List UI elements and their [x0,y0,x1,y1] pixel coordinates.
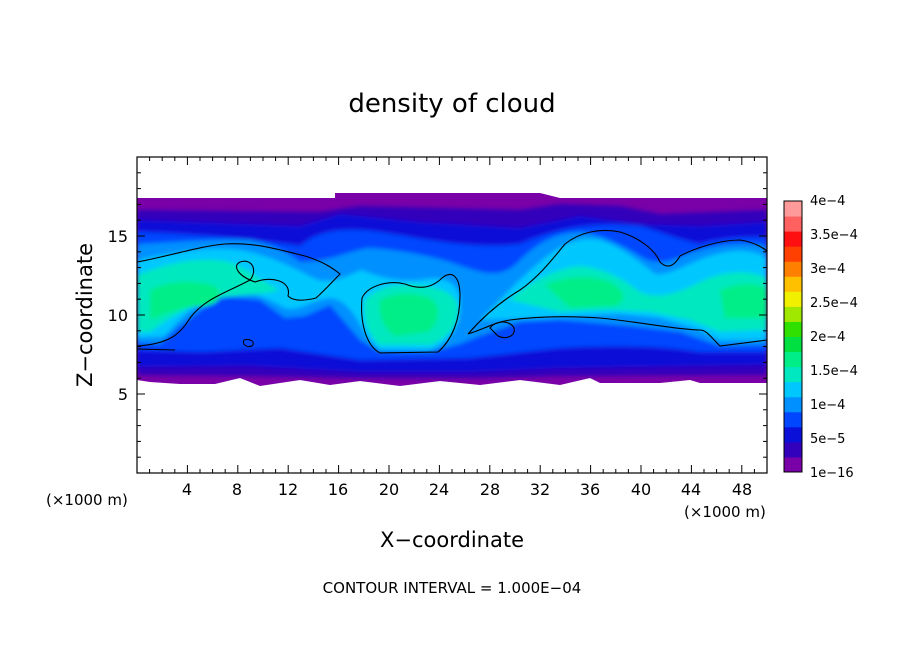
colorbar-label: 2.5e−4 [810,296,858,311]
colorbar-label: 5e−5 [810,432,845,447]
colorbar-swatch [784,201,802,217]
colorbar-label: 2e−4 [810,330,845,345]
colorbar-swatch [784,351,802,368]
x-tick-label: 36 [580,480,600,499]
colorbar-label: 1.5e−4 [810,364,858,379]
colorbar-swatch [784,231,802,247]
x-tick-label: 12 [278,480,298,499]
y-axis-label: Z−coordinate [73,243,97,387]
x-tick-label: 32 [530,480,550,499]
colorbar-label: 3.5e−4 [810,228,858,243]
x-unit-left: (×1000 m) [46,491,128,509]
colorbar-label: 1e−4 [810,398,845,413]
colorbar [784,201,802,473]
x-tick-labels: 4 8 12 16 20 24 28 32 36 40 44 48 [182,480,752,499]
y-tick-labels: 5 10 15 [108,227,128,404]
colorbar-swatch [784,261,802,277]
colorbar-swatch [784,246,802,262]
colorbar-label: 1e−16 [810,466,854,481]
colorbar-swatch [784,426,802,443]
plot-area [137,157,767,473]
x-tick-label: 28 [480,480,500,499]
colorbar-frame [783,200,803,473]
colorbar-label: 3e−4 [810,262,845,277]
x-tick-label: 24 [429,480,449,499]
colorbar-swatch [784,411,802,428]
colorbar-swatch [784,321,802,337]
x-tick-label: 48 [732,480,752,499]
colorbar-swatch [784,381,802,398]
x-tick-label: 40 [631,480,651,499]
contour-line [137,243,341,347]
x-axis-label: X−coordinate [380,528,524,552]
colorbar-swatch [784,276,802,292]
colorbar-swatch [784,441,802,458]
colorbar-swatch [784,216,802,232]
contour-interval-footer: CONTOUR INTERVAL = 1.000E−04 [323,579,582,597]
y-tick-label: 15 [108,227,128,246]
x-tick-label: 8 [232,480,242,499]
x-tick-label: 4 [182,480,192,499]
colorbar-swatch [784,396,802,413]
colorbar-swatch [784,336,802,353]
colorbar-swatch [784,306,802,322]
colorbar-swatch [784,456,802,473]
colorbar-label: 4e−4 [810,194,845,209]
x-tick-label: 16 [328,480,348,499]
colorbar-swatch [784,366,802,383]
chart-title: density of cloud [348,89,555,119]
colorbar-swatch [784,291,802,307]
x-tick-label: 20 [379,480,399,499]
x-unit-right: (×1000 m) [684,503,766,521]
axis-ticks [136,156,768,474]
x-tick-label: 44 [681,480,701,499]
y-tick-label: 10 [108,306,128,325]
y-tick-label: 5 [118,385,128,404]
colorbar-labels: 1e−16 5e−5 1e−4 1.5e−4 2e−4 2.5e−4 3e−4 … [810,194,858,481]
